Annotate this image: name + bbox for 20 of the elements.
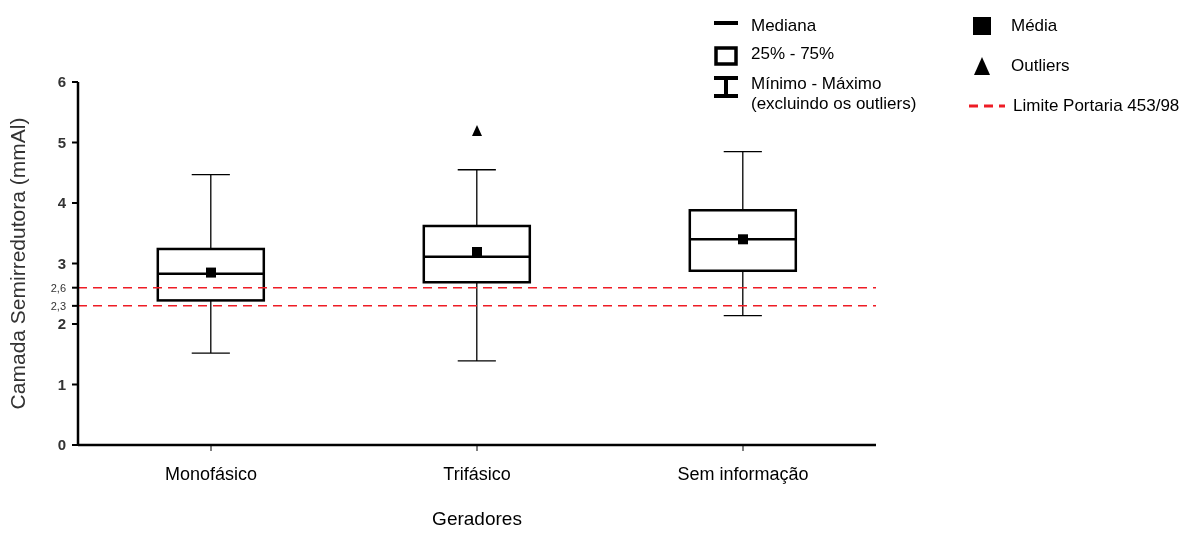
- x-axis-title: Geradores: [432, 508, 522, 529]
- text: Média: [1011, 16, 1058, 36]
- annotation: Mínimo - Máximo (excluindo os outliers): [751, 74, 918, 114]
- text: 25% - 75%: [751, 44, 836, 64]
- y-tick-label: 4: [57, 194, 67, 211]
- y-tick-label: 2,6: [50, 281, 66, 294]
- y-tick-label: 2: [57, 315, 66, 332]
- y-tick-label: 3: [57, 254, 66, 272]
- x-tick-label: Sem informação: [677, 463, 809, 484]
- x-tick-label: Monofásico: [164, 463, 258, 484]
- y-axis-title: Camada Semirredutora (mmAl): [6, 117, 30, 410]
- legend-label: Limite Portaria 453/98: [1013, 96, 1180, 116]
- text: Mediana: [751, 16, 818, 36]
- y-tick-label: 6: [57, 73, 66, 90]
- y-tick-label: 2,3: [50, 299, 66, 312]
- y-tick-label: 5: [57, 133, 66, 151]
- y-tick-label: 0: [57, 436, 66, 453]
- text: Outliers: [1011, 56, 1070, 76]
- y-tick-label: 1: [57, 375, 66, 393]
- x-tick-label: Trifásico: [443, 463, 511, 484]
